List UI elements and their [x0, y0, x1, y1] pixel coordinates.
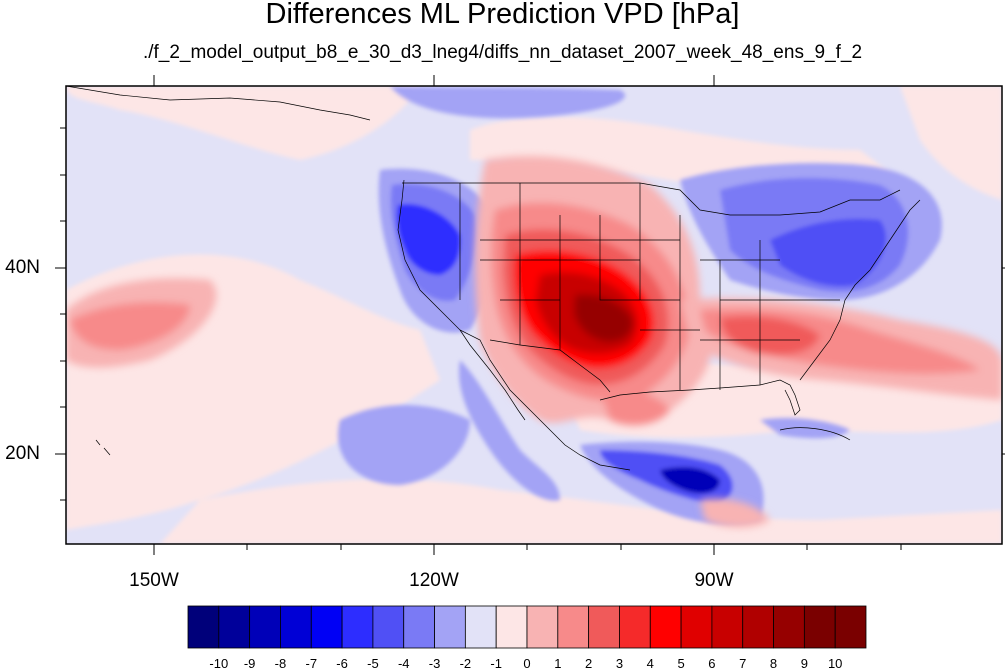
- colorbar-label: -9: [243, 656, 256, 671]
- colorbar-box: [341, 605, 374, 649]
- lat-label-20n: 20N: [5, 443, 40, 464]
- lon-label-150w: 150W: [129, 570, 179, 591]
- colorbar-box: [218, 605, 251, 649]
- colorbar-box: [249, 605, 281, 649]
- colorbar-label: 8: [769, 656, 778, 671]
- contour-region: [66, 86, 420, 160]
- contour-region: [396, 204, 461, 275]
- colorbar-label: 3: [615, 656, 624, 671]
- contour-region: [600, 388, 670, 426]
- colorbar-label: 0: [523, 656, 531, 671]
- colorbar-label: 9: [800, 656, 808, 671]
- coastline-and-borders: [66, 86, 921, 471]
- colorbar-box: [773, 605, 805, 649]
- colorbar-label: -2: [459, 656, 472, 671]
- contour-region: [720, 315, 820, 356]
- colorbar-label: 10: [827, 656, 843, 671]
- contour-region: [660, 467, 720, 494]
- colorbar-box: [280, 605, 312, 649]
- colorbar-box: [434, 605, 466, 649]
- colorbar-label: -6: [336, 656, 348, 671]
- contour-region: [770, 218, 886, 287]
- colorbar-box: [711, 605, 744, 649]
- colorbar-box: [187, 605, 220, 649]
- colorbar-box: [526, 605, 559, 649]
- colorbar-label: 2: [585, 656, 593, 671]
- canada-us-border: [402, 182, 901, 216]
- colorbar-box: [588, 605, 620, 649]
- colorbar-box: [803, 605, 836, 649]
- cuba: [779, 427, 851, 441]
- colorbar-label: -8: [274, 656, 287, 671]
- contour-region: [390, 86, 626, 119]
- colorbar-box: [649, 605, 682, 649]
- colorbar-box: [403, 605, 435, 649]
- hawaii: [95, 439, 111, 456]
- colorbar-label: 4: [646, 656, 654, 671]
- alaska-coast: [66, 86, 371, 121]
- colorbar-label: 5: [677, 656, 685, 671]
- gulf-coast: [599, 379, 801, 416]
- contour-region: [574, 294, 633, 342]
- colorbar-box: [372, 605, 405, 649]
- colorbar-box: [464, 605, 497, 649]
- colorbar-box: [680, 605, 713, 649]
- colorbar-label: -10: [209, 656, 229, 671]
- contour-region: [760, 418, 850, 439]
- colorbar-label: -1: [490, 656, 502, 671]
- contour-region: [70, 302, 190, 350]
- map-frame: [65, 85, 1003, 545]
- colorbar-label: -7: [305, 656, 318, 671]
- map-title: Differences ML Prediction VPD [hPa]: [265, 0, 740, 30]
- colorbar-label: -5: [367, 656, 379, 671]
- colorbar-label: -3: [428, 656, 441, 671]
- colorbar-box: [619, 605, 651, 649]
- us-mexico-border: [489, 339, 611, 393]
- colorbar-label: 6: [708, 656, 716, 671]
- lon-label-120w: 120W: [409, 570, 459, 591]
- colorbar-box: [557, 605, 590, 649]
- colorbar-box: [834, 605, 867, 649]
- lat-label-40n: 40N: [5, 257, 40, 278]
- colorbar-label: 1: [554, 656, 562, 671]
- colorbar-box: [310, 605, 343, 649]
- colorbar-box: [495, 605, 528, 649]
- difference-field-blue: [338, 86, 942, 525]
- map-plot-area: [66, 86, 1002, 544]
- contour-region: [700, 498, 770, 528]
- baja-california: [459, 329, 526, 421]
- contour-region: [900, 86, 1002, 200]
- lon-label-90w: 90W: [694, 570, 734, 591]
- colorbar-label: 7: [739, 656, 747, 671]
- contour-region: [459, 360, 560, 501]
- east-coast: [799, 199, 921, 381]
- contour-region: [160, 479, 1002, 544]
- colorbar-label: -4: [397, 656, 410, 671]
- west-coast: [397, 179, 631, 471]
- contour-region: [338, 405, 470, 485]
- colorbar: [187, 605, 867, 649]
- colorbar-box: [742, 605, 774, 649]
- state-lines: [459, 183, 840, 390]
- map-subtitle: ./f_2_model_output_b8_e_30_d3_lneg4/diff…: [142, 42, 863, 63]
- axis-ticks: [55, 75, 1005, 555]
